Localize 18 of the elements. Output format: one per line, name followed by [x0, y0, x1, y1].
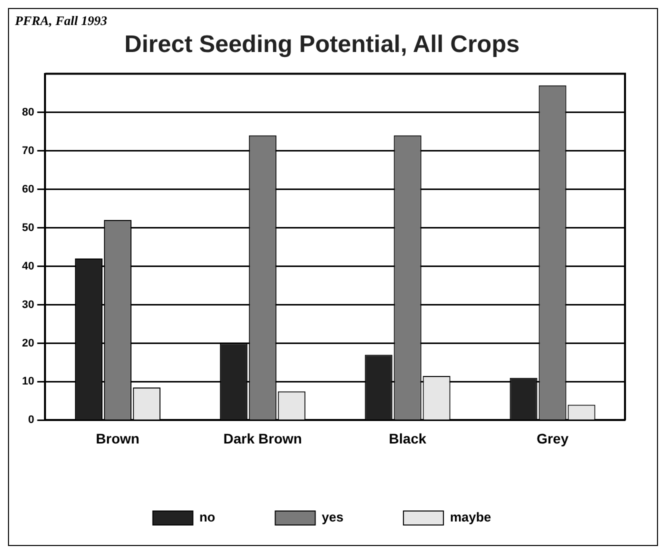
y-tick-label: 20 [22, 337, 34, 350]
x-tick-label: Grey [536, 430, 569, 446]
legend-label: yes [322, 510, 344, 525]
y-tick-label: 50 [22, 222, 34, 234]
text: PFRA, Fall 1993 [14, 12, 108, 29]
y-tick-label: 70 [22, 144, 34, 157]
y-tick-label: 60 [22, 183, 34, 196]
y-tick-label: 0 [28, 414, 34, 426]
y-tick-label: 40 [22, 260, 34, 272]
legend-label: no [199, 510, 216, 525]
x-tick-label: Black [388, 430, 426, 446]
y-tick-label: 10 [22, 376, 34, 388]
chart-title: Direct Seeding Potential, All Crops [124, 31, 520, 58]
x-tick-label: Dark Brown [223, 430, 302, 446]
x-tick-label: Brown [96, 430, 140, 446]
y-tick-label: 30 [22, 298, 34, 311]
legend-label: maybe [450, 510, 492, 525]
y-tick-label: 80 [22, 106, 34, 118]
